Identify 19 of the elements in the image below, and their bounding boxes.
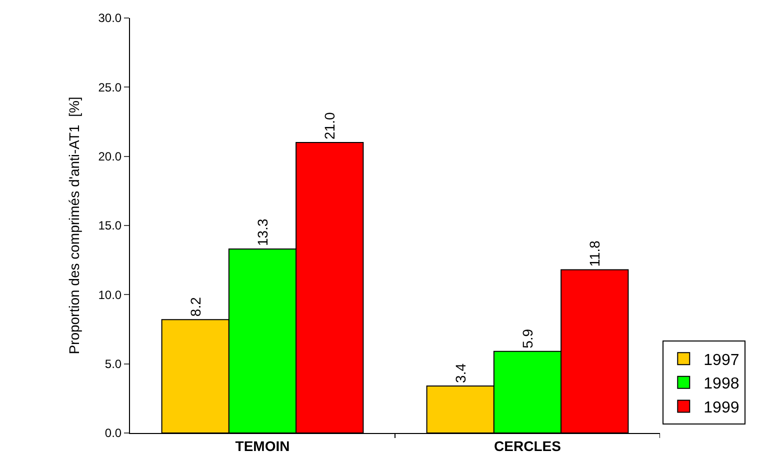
data-label: 5.9 [520,328,536,348]
y-tick-label: 25.0 [98,80,122,94]
y-tick-label: 0.0 [104,426,122,440]
y-tick-label: 10.0 [98,288,122,302]
data-label: 11.8 [586,240,603,267]
y-tick-label: 15.0 [98,218,122,233]
x-tick-label: TEMOIN [235,438,290,454]
y-tick-label: 30.0 [98,11,122,26]
legend-label: 1999 [704,399,740,416]
y-axis-title: Proportion des comprimés d'anti-AT1 [%] [66,96,82,354]
data-label: 3.4 [452,363,468,383]
data-label: 8.2 [187,296,204,317]
data-label: 21.0 [322,112,338,140]
x-tick-label: CERCLES [494,438,561,454]
y-tick-label: 20.0 [98,150,122,164]
legend-label: 1998 [704,376,740,393]
y-tick-label: 5.0 [104,357,122,372]
data-label: 13.3 [254,218,270,246]
legend-label: 1997 [704,352,740,369]
